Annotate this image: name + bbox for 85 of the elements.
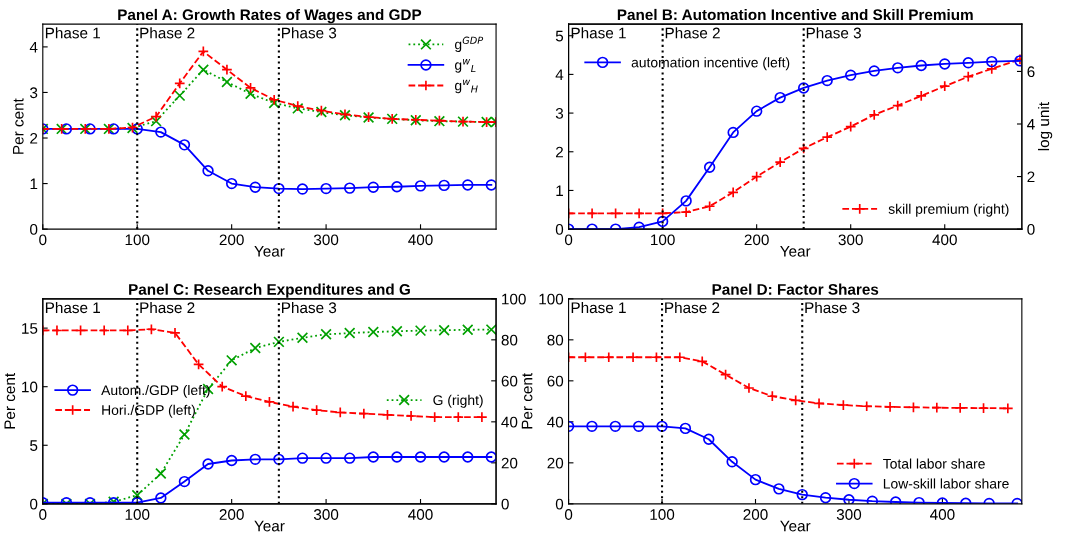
annotation: Phase 1 — [571, 27, 626, 39]
y-tick-label: 3 — [555, 107, 564, 119]
ref-line-label: Phase 3 — [805, 301, 860, 314]
chart-title: Panel A: Growth Rates of Wages and GDP — [118, 8, 422, 24]
ref-line-label: Phase 3 — [806, 27, 861, 39]
x-tick-label: 200 — [744, 234, 769, 246]
ref-line-label: Phase 3 — [282, 27, 337, 39]
x-tick-label: 300 — [313, 509, 339, 520]
y2-tick-label: 4 — [1027, 119, 1035, 130]
chart-title: Panel B: Automation Incentive and Skill Premium — [617, 8, 973, 21]
y2-tick-label: 40 — [501, 416, 518, 428]
y-tick-label: 0 — [555, 224, 564, 235]
x-axis-title: Year — [254, 246, 285, 257]
y-tick-label: 5 — [30, 440, 38, 451]
legend-label: g$^{GDP}$ — [454, 36, 484, 53]
y-tick-label: 20 — [547, 457, 564, 469]
y-tick-label: 2 — [556, 146, 563, 158]
x-tick-label: 300 — [838, 234, 863, 246]
ref-line-label: Phase 3 — [282, 301, 337, 314]
x-tick-label: 0 — [39, 234, 47, 246]
y-tick-label: 0 — [30, 224, 38, 235]
y2-tick-label: 0 — [1027, 224, 1035, 235]
annotation: Phase 1 — [45, 27, 100, 39]
y-tick-label: 40 — [547, 416, 564, 428]
ref-line-label: Phase 2 — [665, 301, 720, 314]
legend-label: g$^{w}$$_{H}$ — [454, 79, 478, 94]
legend-label: automation incentive (left) — [631, 57, 790, 71]
x-tick-label: 0 — [564, 234, 573, 246]
x-axis-title: Year — [780, 246, 811, 257]
x-tick-label: 300 — [313, 234, 339, 246]
y-axis-title: Per cent — [12, 98, 24, 154]
y2-axis-title: log unit — [1037, 102, 1053, 151]
y-tick-label: 60 — [547, 375, 564, 387]
legend-label: g$^{w}$$_{L}$ — [454, 59, 476, 73]
x-tick-label: 300 — [836, 509, 862, 520]
x-tick-label: 100 — [651, 234, 675, 246]
x-tick-label: 100 — [650, 509, 675, 520]
y-tick-label: 0 — [30, 498, 38, 510]
y-tick-label: 4 — [555, 69, 564, 80]
legend-label: Low-skill labor share — [883, 478, 1009, 489]
y-tick-label: 100 — [539, 293, 564, 305]
y2-tick-label: 80 — [501, 334, 518, 346]
y-tick-label: 2 — [30, 132, 38, 144]
y-tick-label: 10 — [22, 381, 38, 393]
x-tick-label: 400 — [930, 509, 955, 520]
x-axis-title: Year — [780, 520, 811, 532]
legend-label: Autom./GDP (left) — [101, 384, 210, 398]
annotation: Phase 1 — [45, 301, 100, 314]
ref-line-label: Phase 2 — [665, 27, 720, 39]
x-tick-label: 100 — [125, 234, 150, 246]
ref-line-label: Phase 2 — [140, 301, 195, 314]
x-tick-label: 400 — [932, 234, 957, 246]
y-tick-label: 3 — [30, 87, 38, 99]
y2-tick-label: 100 — [502, 293, 526, 305]
x-tick-label: 400 — [408, 509, 433, 520]
y-axis-title: Per cent — [4, 373, 16, 429]
x-tick-label: 400 — [408, 234, 433, 246]
x-tick-label: 0 — [39, 509, 47, 520]
x-tick-label: 200 — [743, 509, 768, 520]
legend-label: G (right) — [433, 394, 483, 408]
y-tick-label: 1 — [556, 185, 563, 196]
ref-line-label: Phase 2 — [140, 27, 195, 39]
legend-label: Hori./GDP (left) — [102, 404, 195, 418]
y-tick-label: 4 — [29, 41, 38, 53]
x-tick-label: 100 — [125, 509, 150, 520]
x-tick-label: 200 — [219, 509, 244, 520]
y2-tick-label: 6 — [1027, 66, 1035, 78]
y-tick-label: 80 — [547, 334, 564, 346]
x-axis-title: Year — [254, 520, 285, 532]
annotation: Phase 1 — [571, 301, 626, 314]
y2-tick-label: 0 — [501, 498, 509, 510]
y2-tick-label: 2 — [1027, 171, 1035, 183]
y-tick-label: 0 — [555, 498, 564, 510]
legend-label: Total labor share — [883, 458, 985, 469]
y2-tick-label: 60 — [501, 375, 518, 387]
y-tick-label: 15 — [22, 323, 38, 334]
x-tick-label: 200 — [219, 234, 244, 246]
y-tick-label: 1 — [30, 178, 38, 190]
chart-title: Panel D: Factor Shares — [712, 283, 879, 295]
x-tick-label: 0 — [564, 509, 573, 520]
y-tick-label: 5 — [555, 30, 564, 42]
legend-label: skill premium (right) — [888, 203, 1009, 217]
chart-title: Panel C: Research Expenditures and G — [129, 283, 410, 298]
y2-tick-label: 20 — [501, 457, 518, 469]
y-axis-title: Per cent — [521, 373, 533, 429]
